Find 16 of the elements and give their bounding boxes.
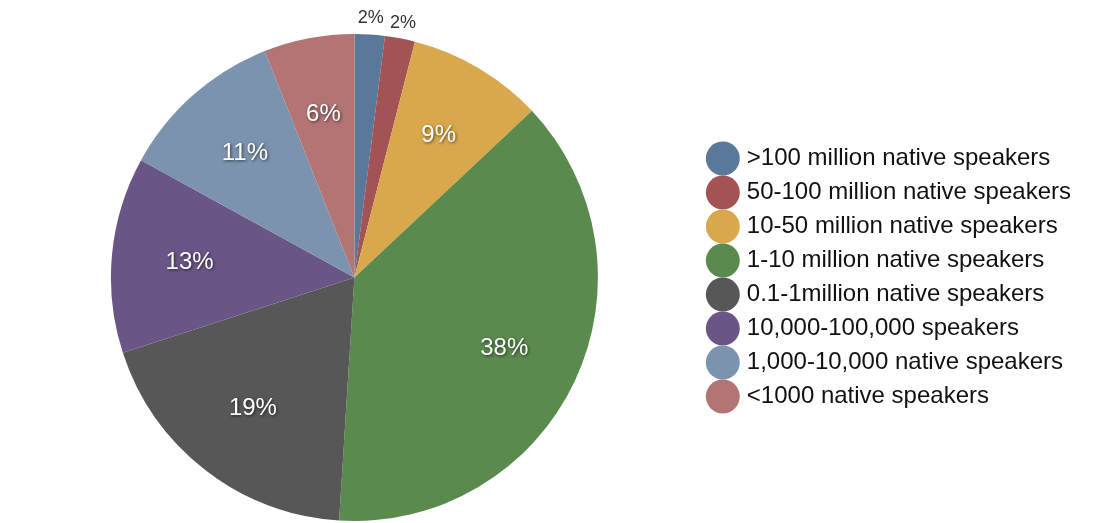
legend-label: 10,000-100,000 speakers xyxy=(746,313,1020,341)
data-label: 2% xyxy=(390,11,417,32)
data-label: 2% xyxy=(357,7,384,28)
legend-label: 10-50 million native speakers xyxy=(746,211,1058,239)
legend-label: 50-100 million native speakers xyxy=(746,177,1072,205)
legend-label: 0.1-1million native speakers xyxy=(746,279,1045,307)
legend-label: 1-10 million native speakers xyxy=(746,245,1045,273)
data-label: 13% xyxy=(165,246,214,274)
data-label: 11% xyxy=(221,137,269,165)
data-label: 38% xyxy=(480,332,529,360)
data-label: 9% xyxy=(421,119,457,147)
legend-label: <1000 native speakers xyxy=(746,381,989,409)
data-label: 19% xyxy=(228,392,277,420)
legend-label: >100 million native speakers xyxy=(746,143,1051,171)
data-label: 6% xyxy=(306,99,341,127)
legend-label: 1,000-10,000 native speakers xyxy=(746,347,1064,375)
